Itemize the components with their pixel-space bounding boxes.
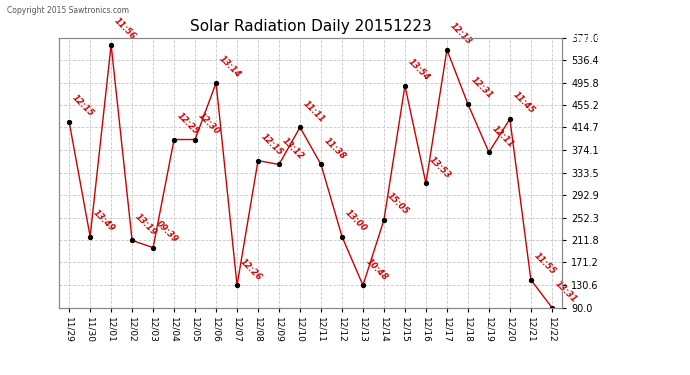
Text: 12:13: 12:13 — [448, 21, 473, 46]
Point — [85, 234, 96, 240]
Point — [337, 234, 348, 240]
Text: Copyright 2015 Sawtronics.com: Copyright 2015 Sawtronics.com — [7, 6, 129, 15]
Text: 13:12: 13:12 — [280, 136, 306, 161]
Point — [253, 158, 264, 164]
Point — [168, 136, 179, 142]
Text: 15:05: 15:05 — [385, 191, 411, 217]
Text: 11:56: 11:56 — [112, 16, 137, 41]
Point — [210, 80, 221, 86]
Text: 13:14: 13:14 — [217, 54, 242, 80]
Text: 10:48: 10:48 — [364, 256, 389, 282]
Text: 13:31: 13:31 — [553, 279, 578, 304]
Text: 11:45: 11:45 — [511, 90, 536, 116]
Point — [484, 149, 495, 155]
Point — [106, 42, 117, 48]
Text: 12:15: 12:15 — [70, 93, 95, 118]
Text: 09:39: 09:39 — [154, 219, 179, 244]
Text: 13:19: 13:19 — [133, 212, 159, 237]
Text: 12:26: 12:26 — [238, 256, 264, 282]
Point — [273, 162, 284, 168]
Point — [63, 119, 75, 125]
Point — [232, 282, 243, 288]
Title: Solar Radiation Daily 20151223: Solar Radiation Daily 20151223 — [190, 18, 431, 33]
Point — [357, 282, 368, 288]
Text: 11:55: 11:55 — [532, 251, 558, 276]
Point — [378, 217, 389, 223]
Point — [525, 277, 536, 283]
Text: 12:25: 12:25 — [175, 111, 201, 136]
Point — [420, 180, 431, 186]
Point — [126, 237, 137, 243]
Point — [504, 116, 515, 122]
Text: 12:31: 12:31 — [469, 75, 494, 101]
Point — [295, 124, 306, 130]
Point — [190, 136, 201, 142]
Text: 13:00: 13:00 — [343, 208, 368, 233]
Text: 13:53: 13:53 — [427, 154, 453, 180]
Text: 13:49: 13:49 — [91, 208, 117, 233]
Point — [315, 162, 326, 168]
Text: 12:15: 12:15 — [259, 132, 284, 157]
Point — [546, 304, 558, 310]
Text: 12:11: 12:11 — [490, 124, 515, 149]
Text: 11:11: 11:11 — [301, 99, 326, 124]
Point — [148, 244, 159, 250]
Text: 13:54: 13:54 — [406, 57, 431, 82]
Point — [400, 83, 411, 89]
Point — [442, 47, 453, 53]
Text: 12:30: 12:30 — [196, 111, 221, 136]
Text: 11:38: 11:38 — [322, 136, 347, 161]
Point — [462, 101, 473, 107]
Text: Radiation (W/m2): Radiation (W/m2) — [568, 33, 671, 44]
